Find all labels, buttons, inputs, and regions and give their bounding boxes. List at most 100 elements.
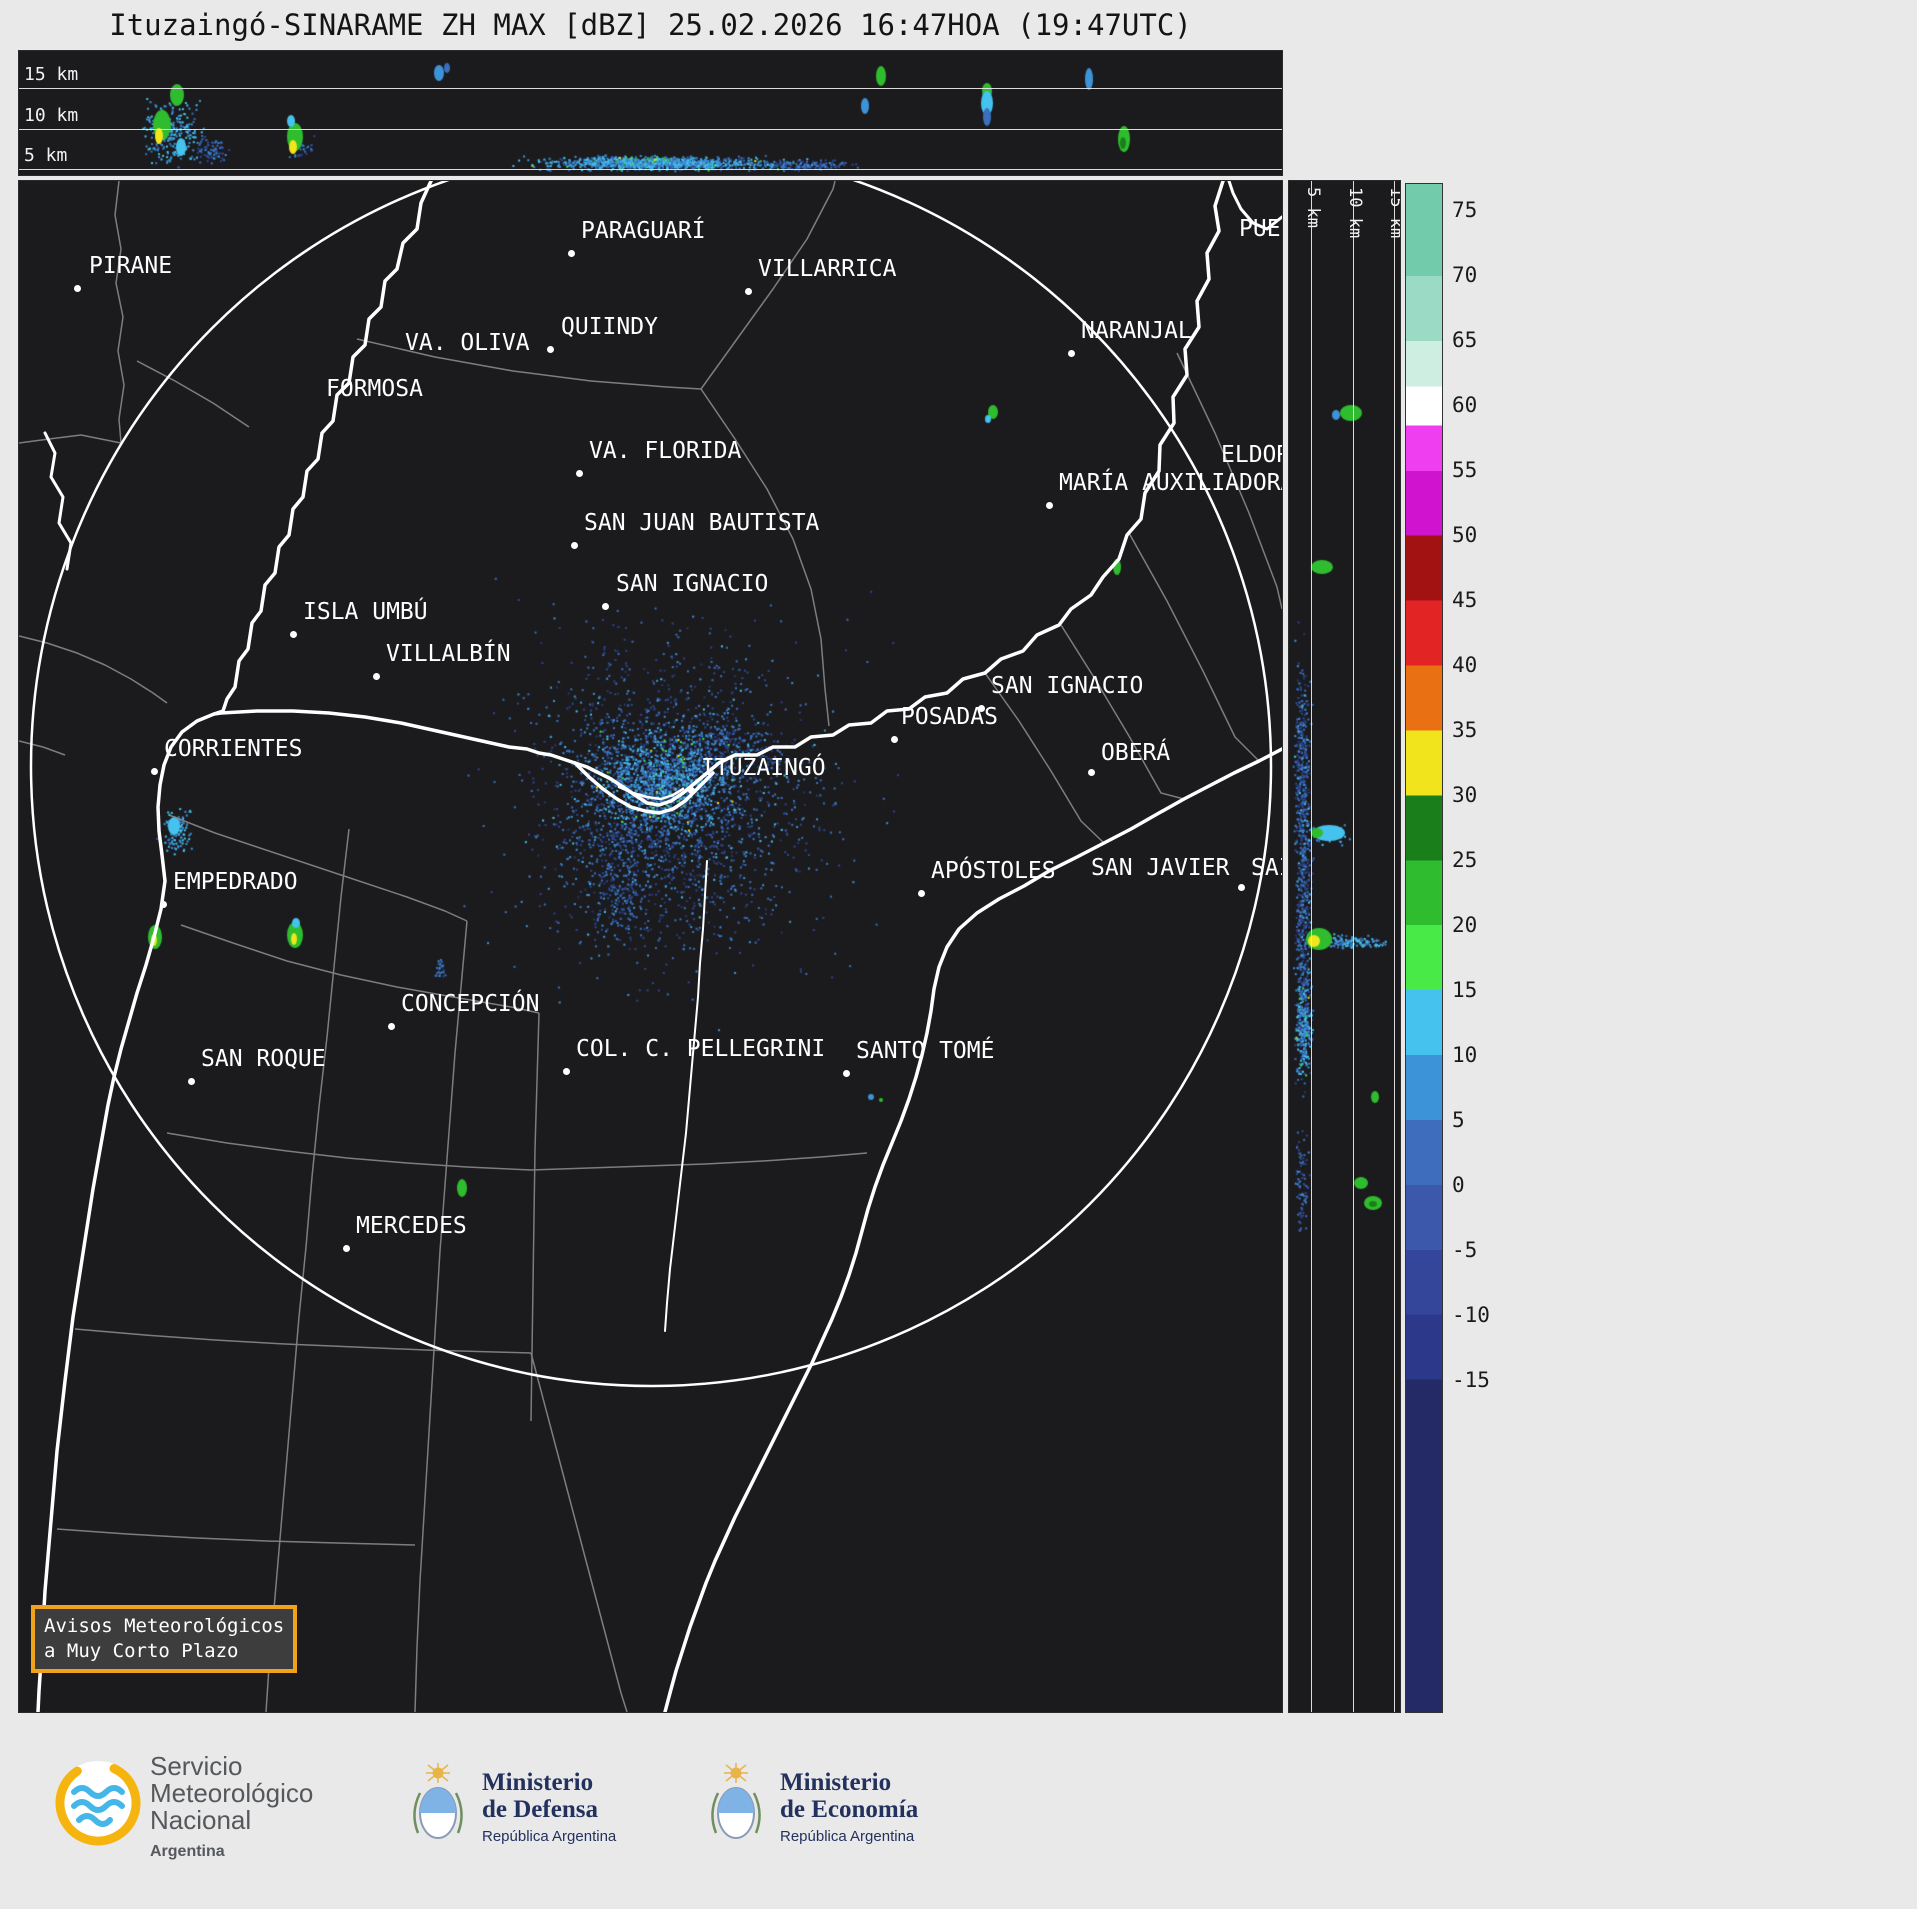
city-label: MERCEDES bbox=[356, 1213, 467, 1239]
city-dot bbox=[1068, 350, 1075, 357]
city-label: CORRIENTES bbox=[164, 736, 303, 762]
city-dot bbox=[563, 1068, 570, 1075]
admin-boundaries bbox=[19, 181, 1282, 1712]
colorbar-tick: 75 bbox=[1452, 198, 1478, 223]
city-label: VILLARRICA bbox=[758, 256, 897, 282]
city-dot bbox=[188, 1078, 195, 1085]
city-dot bbox=[1046, 502, 1053, 509]
city-label: SAN JAVIER bbox=[1091, 855, 1230, 881]
altitude-line bbox=[19, 129, 1282, 130]
altitude-line bbox=[1311, 181, 1312, 1712]
smn-line-2: Meteorológico bbox=[150, 1778, 314, 1808]
defensa-sub: República Argentina bbox=[482, 1828, 617, 1845]
city-label: MARÍA AUXILIADORA bbox=[1059, 470, 1283, 496]
colorbar-tick: 35 bbox=[1452, 718, 1478, 743]
colorbar-tick: 50 bbox=[1452, 523, 1478, 548]
city-label: ITUZAINGÓ bbox=[701, 755, 826, 781]
footer: Servicio Meteorológico Nacional Argentin… bbox=[0, 1713, 1917, 1909]
defensa-line-1: Ministerio bbox=[482, 1769, 594, 1796]
city-label: SAN IGNACIO bbox=[616, 571, 769, 597]
city-label: ELDOR bbox=[1221, 442, 1282, 468]
dbz-colorbar bbox=[1405, 183, 1443, 1713]
city-label: SAN JUAN BAUTISTA bbox=[584, 510, 820, 536]
city-label: PIRANE bbox=[89, 253, 173, 279]
city-markers-layer: PIRANE PARAGUARÍ VILLARRICA QUIINDY VA. OLIV… bbox=[19, 181, 1282, 1712]
colorbar-tick: 15 bbox=[1452, 978, 1478, 1003]
city-dot bbox=[1088, 769, 1095, 776]
city-label: SAN IGNACIO bbox=[991, 673, 1144, 699]
altitude-label: 15 km bbox=[24, 64, 79, 85]
city-dot bbox=[160, 901, 167, 908]
radar-echo-canvas bbox=[19, 181, 1282, 1712]
colorbar-tick: -15 bbox=[1452, 1368, 1490, 1393]
altitude-label: 15 km bbox=[1386, 187, 1401, 239]
altitude-label: 5 km bbox=[1303, 187, 1323, 228]
city-dot bbox=[978, 705, 985, 712]
colorbar-tick: 60 bbox=[1452, 393, 1478, 418]
colorbar-tick: 10 bbox=[1452, 1043, 1478, 1068]
smn-line-1: Servicio bbox=[150, 1751, 243, 1781]
city-dot bbox=[74, 285, 81, 292]
city-label: VA. OLIVA bbox=[405, 330, 530, 356]
defensa-wordmark: Ministerio de Defensa República Argentin… bbox=[482, 1769, 616, 1845]
city-dot bbox=[688, 787, 695, 794]
altitude-line bbox=[1394, 181, 1395, 1712]
warning-line-1: Avisos Meteorológicos bbox=[44, 1615, 285, 1637]
right-echo-canvas bbox=[1289, 181, 1400, 1712]
defensa-line-2: de Defensa bbox=[482, 1796, 598, 1823]
colorbar-tick: -5 bbox=[1452, 1238, 1478, 1263]
city-dot bbox=[843, 1070, 850, 1077]
economia-coat-of-arms-icon bbox=[711, 1763, 761, 1839]
river-lines bbox=[36, 181, 1282, 1712]
warning-box: Avisos Meteorológicos a Muy Corto Plazo bbox=[31, 1605, 298, 1673]
smn-country: Argentina bbox=[150, 1843, 225, 1860]
colorbar-tick: 20 bbox=[1452, 913, 1478, 938]
colorbar-tick: 40 bbox=[1452, 653, 1478, 678]
cross-section-top-panel: 15 km 10 km 5 km bbox=[18, 50, 1283, 176]
radar-map-panel: PIRANE PARAGUARÍ VILLARRICA QUIINDY VA. OLIV… bbox=[18, 180, 1283, 1713]
colorbar-tick: 65 bbox=[1452, 328, 1478, 353]
city-label: OBERÁ bbox=[1101, 740, 1171, 766]
city-label: SANTO TOMÉ bbox=[856, 1038, 995, 1064]
economia-sub: República Argentina bbox=[780, 1828, 915, 1845]
city-label: SAI bbox=[1251, 855, 1282, 881]
city-label: NARANJAL bbox=[1081, 318, 1192, 344]
city-dot bbox=[373, 673, 380, 680]
city-dot bbox=[290, 631, 297, 638]
colorbar-tick: 0 bbox=[1452, 1173, 1465, 1198]
altitude-line bbox=[19, 169, 1282, 170]
colorbar-tick: 30 bbox=[1452, 783, 1478, 808]
city-dot bbox=[891, 736, 898, 743]
warning-line-2: a Muy Corto Plazo bbox=[44, 1640, 239, 1662]
altitude-line bbox=[1353, 181, 1354, 1712]
city-label: CONCEPCIÓN bbox=[401, 991, 540, 1017]
economia-line-1: Ministerio bbox=[780, 1769, 892, 1796]
city-dot bbox=[547, 346, 554, 353]
city-label: COL. C. PELLEGRINI bbox=[576, 1036, 826, 1062]
smn-icon bbox=[55, 1760, 141, 1846]
economia-wordmark: Ministerio de Economía República Argenti… bbox=[780, 1769, 918, 1845]
city-dot bbox=[745, 288, 752, 295]
product-title: Ituzaingó-SINARAME ZH MAX [dBZ] 25.02.20… bbox=[109, 8, 1192, 42]
geography-layer bbox=[19, 181, 1282, 1712]
city-label: ISLA UMBÚ bbox=[303, 599, 428, 625]
city-label: VA. FLORIDA bbox=[589, 438, 742, 464]
top-echo-canvas bbox=[19, 51, 1282, 175]
colorbar-tick: -10 bbox=[1452, 1303, 1490, 1328]
city-label: APÓSTOLES bbox=[931, 858, 1056, 884]
city-label: VILLALBÍN bbox=[386, 641, 511, 667]
city-dot bbox=[1238, 884, 1245, 891]
city-label: EMPEDRADO bbox=[173, 869, 298, 895]
altitude-label: 10 km bbox=[24, 105, 79, 126]
colorbar-tick: 55 bbox=[1452, 458, 1478, 483]
cross-section-right-panel: 5 km 10 km 15 km bbox=[1288, 180, 1401, 1713]
city-dot bbox=[576, 470, 583, 477]
smn-line-3: Nacional bbox=[150, 1805, 252, 1835]
city-label: SAN ROQUE bbox=[201, 1046, 326, 1072]
city-label: QUIINDY bbox=[561, 314, 658, 340]
colorbar-tick: 5 bbox=[1452, 1108, 1465, 1133]
colorbar-tick: 45 bbox=[1452, 588, 1478, 613]
city-label: PARAGUARÍ bbox=[581, 218, 706, 244]
city-dot bbox=[388, 1023, 395, 1030]
city-label: PUER bbox=[1239, 216, 1282, 242]
